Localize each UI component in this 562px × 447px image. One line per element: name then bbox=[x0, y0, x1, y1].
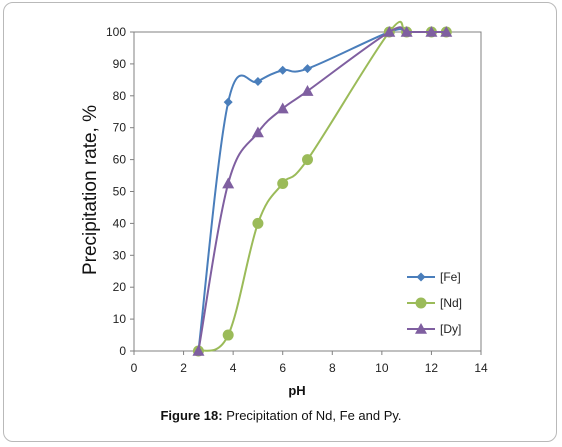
chart-axes: 0 10 20 30 40 50 60 70 80 90 100 0 2 4 6 8 10 12 14 bbox=[106, 25, 488, 375]
data-point-dy bbox=[251, 126, 264, 138]
data-point-fe bbox=[278, 65, 288, 75]
x-tick-label: 10 bbox=[375, 361, 389, 375]
data-point-dy bbox=[276, 102, 289, 114]
data-point-dy bbox=[400, 26, 413, 37]
precipitation-chart: 0 10 20 30 40 50 60 70 80 90 100 0 2 4 6 8 10 12 14 [Fe] [N… bbox=[80, 20, 488, 398]
data-point-dy bbox=[440, 26, 453, 37]
y-tick-label: 70 bbox=[113, 121, 127, 135]
x-tick-label: 14 bbox=[474, 361, 488, 375]
y-tick-label: 0 bbox=[119, 344, 126, 358]
legend-marker-dy bbox=[415, 323, 427, 334]
x-tick-label: 8 bbox=[329, 361, 336, 375]
series-nd bbox=[192, 20, 452, 357]
y-tick-label: 90 bbox=[113, 57, 127, 71]
data-point-fe bbox=[223, 97, 233, 107]
x-tick-label: 12 bbox=[425, 361, 439, 375]
series-fe bbox=[193, 27, 451, 356]
x-tick-label: 6 bbox=[279, 361, 286, 375]
y-tick-label: 10 bbox=[113, 312, 127, 326]
series-layer bbox=[192, 20, 453, 357]
data-point-dy bbox=[192, 345, 205, 356]
data-point-nd bbox=[302, 154, 313, 166]
series-line-nd bbox=[197, 20, 447, 352]
data-point-dy bbox=[383, 26, 396, 37]
x-tick-label: 4 bbox=[230, 361, 237, 375]
series-dy bbox=[192, 26, 453, 356]
y-tick-label: 20 bbox=[113, 280, 127, 294]
legend-label-nd: [Nd] bbox=[440, 296, 462, 310]
y-tick-label: 100 bbox=[106, 25, 126, 39]
y-tick-label: 30 bbox=[113, 248, 127, 262]
y-axis-label: Precipitation rate, % bbox=[80, 105, 101, 275]
data-point-fe bbox=[253, 76, 263, 86]
caption-text: Precipitation of Nd, Fe and Py. bbox=[222, 408, 402, 423]
y-tick-label: 40 bbox=[113, 216, 127, 230]
legend-marker-fe bbox=[416, 272, 426, 282]
legend-label-dy: [Dy] bbox=[440, 322, 461, 336]
data-point-dy bbox=[301, 85, 314, 96]
x-axis-label: pH bbox=[288, 383, 305, 398]
y-tick-label: 80 bbox=[113, 89, 127, 103]
data-point-nd bbox=[222, 329, 234, 341]
figure-frame bbox=[3, 2, 557, 442]
x-tick-label: 0 bbox=[131, 361, 138, 375]
data-point-nd bbox=[277, 178, 289, 190]
data-point-fe bbox=[303, 64, 312, 74]
data-point-dy bbox=[222, 177, 235, 189]
figure-caption: Figure 18: Precipitation of Nd, Fe and P… bbox=[0, 408, 562, 423]
legend-label-fe: [Fe] bbox=[440, 270, 461, 284]
legend-marker-nd bbox=[415, 297, 427, 309]
data-point-dy bbox=[425, 26, 438, 37]
data-point-nd bbox=[252, 217, 264, 229]
chart-legend: [Fe] [Nd] [Dy] bbox=[407, 270, 462, 336]
caption-label: Figure 18: bbox=[160, 408, 223, 423]
y-tick-label: 50 bbox=[113, 185, 127, 199]
x-tick-label: 2 bbox=[180, 361, 187, 375]
y-tick-label: 60 bbox=[113, 153, 127, 167]
